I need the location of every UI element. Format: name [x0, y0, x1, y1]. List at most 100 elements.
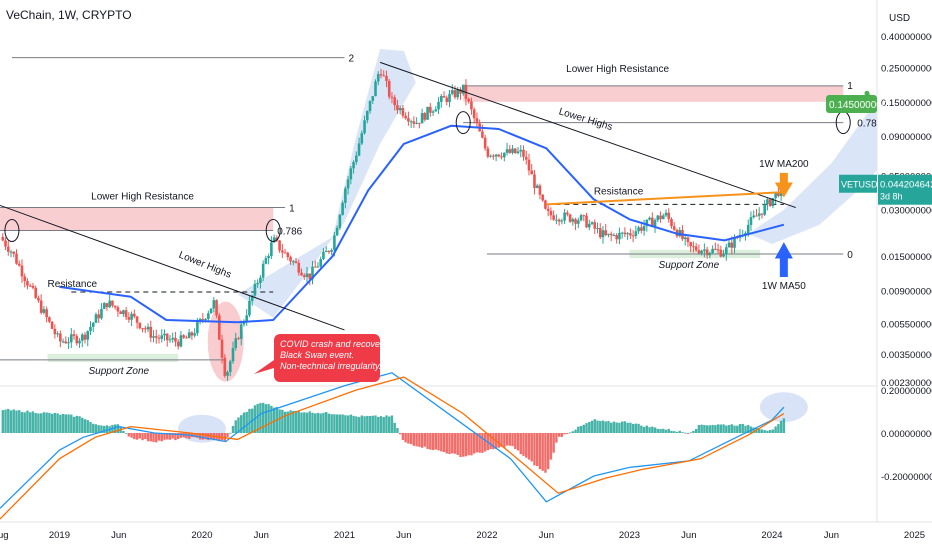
candle: [445, 95, 449, 106]
lower-high-resistance-label-left: Lower High Resistance: [91, 192, 194, 203]
macd-bar: [700, 424, 703, 433]
candle: [281, 243, 284, 258]
candle: [590, 221, 594, 226]
candle: [716, 243, 720, 254]
candle: [692, 241, 695, 253]
candle: [89, 321, 92, 335]
candle: [45, 306, 48, 323]
macd-bar: [12, 409, 15, 433]
macd-bar: [541, 433, 544, 471]
candle: [725, 243, 728, 261]
macd-bar: [760, 429, 764, 433]
candle-body: [127, 317, 131, 320]
macd-bar: [629, 422, 632, 433]
candle-body: [143, 328, 147, 330]
candle: [379, 68, 383, 79]
candle-body: [524, 156, 528, 160]
macd-bar: [18, 410, 21, 433]
macd-bar: [703, 425, 706, 433]
candle: [604, 224, 608, 237]
macd-bar: [176, 433, 180, 440]
candle: [661, 213, 665, 220]
candle: [631, 230, 635, 243]
macd-bar: [401, 433, 405, 441]
candle: [330, 248, 333, 256]
candle: [508, 145, 512, 154]
candle: [768, 197, 772, 207]
candle-body: [651, 217, 654, 227]
candle: [80, 332, 84, 348]
symbol-tag: [839, 174, 877, 193]
candle-body: [376, 74, 380, 82]
candle-body: [360, 133, 364, 144]
lower-highs-label-right: Lower Highs: [557, 106, 613, 133]
covid-callout-box: [254, 334, 380, 382]
candle-body: [209, 308, 213, 314]
candle: [505, 142, 509, 156]
macd-bar: [207, 433, 210, 441]
candle: [552, 210, 555, 221]
candle: [587, 219, 591, 231]
candle: [228, 359, 232, 377]
macd-bar: [714, 425, 717, 433]
candle-body: [618, 232, 621, 240]
candle: [363, 115, 366, 135]
macd-bar: [618, 422, 621, 433]
candle-body: [426, 106, 429, 120]
macd-bar: [141, 433, 144, 441]
candle: [297, 259, 301, 276]
macd-bar: [7, 408, 10, 433]
macd-bar: [500, 433, 503, 447]
macd-bar: [407, 433, 410, 444]
candle: [72, 329, 76, 340]
candle-body: [538, 185, 542, 195]
symbol-tag-label: VETUSD: [841, 180, 878, 190]
candle: [179, 330, 183, 348]
macd-bar: [272, 407, 276, 433]
candle-body: [31, 285, 35, 288]
candle-body: [604, 230, 608, 236]
macd-bar: [560, 433, 564, 437]
candle: [516, 147, 520, 155]
candle-body: [220, 339, 224, 358]
macd-bar: [174, 433, 177, 441]
macd-bar: [705, 425, 709, 433]
macd-bar: [319, 413, 322, 433]
candle-body: [56, 333, 59, 335]
candle: [1, 233, 5, 242]
candle-body: [374, 81, 377, 97]
candle-body: [146, 326, 150, 330]
macd-bar: [160, 433, 163, 442]
candle-body: [182, 335, 185, 338]
macd-bar: [289, 410, 292, 433]
macd-bar: [779, 420, 783, 433]
candle: [185, 335, 188, 339]
candle-body: [133, 313, 136, 317]
macd-bar: [577, 426, 580, 433]
candle-body: [212, 300, 216, 309]
covid-note-line: COVID crash and recovery.: [280, 339, 389, 349]
macd-bar: [316, 412, 320, 433]
candle-body: [620, 232, 624, 234]
candle: [620, 231, 624, 239]
candle-body: [626, 233, 629, 235]
macd-bar: [393, 422, 396, 433]
candle-body: [294, 261, 298, 263]
macd-bar: [155, 433, 158, 443]
time-tick-label: Jun: [396, 530, 411, 541]
candle: [239, 320, 243, 346]
candle-body: [256, 283, 259, 285]
candle-body: [541, 194, 544, 201]
macd-bar: [442, 433, 446, 453]
price-tick-label: 0.400000000: [881, 32, 932, 43]
candle-body: [760, 213, 764, 215]
candle-body: [511, 148, 514, 153]
candle: [667, 208, 671, 223]
candle-body: [716, 249, 720, 251]
macd-bar: [667, 428, 670, 433]
candle: [475, 112, 479, 129]
candle-body: [549, 210, 553, 216]
macd-bar: [544, 433, 547, 473]
target-tag: [826, 95, 877, 114]
